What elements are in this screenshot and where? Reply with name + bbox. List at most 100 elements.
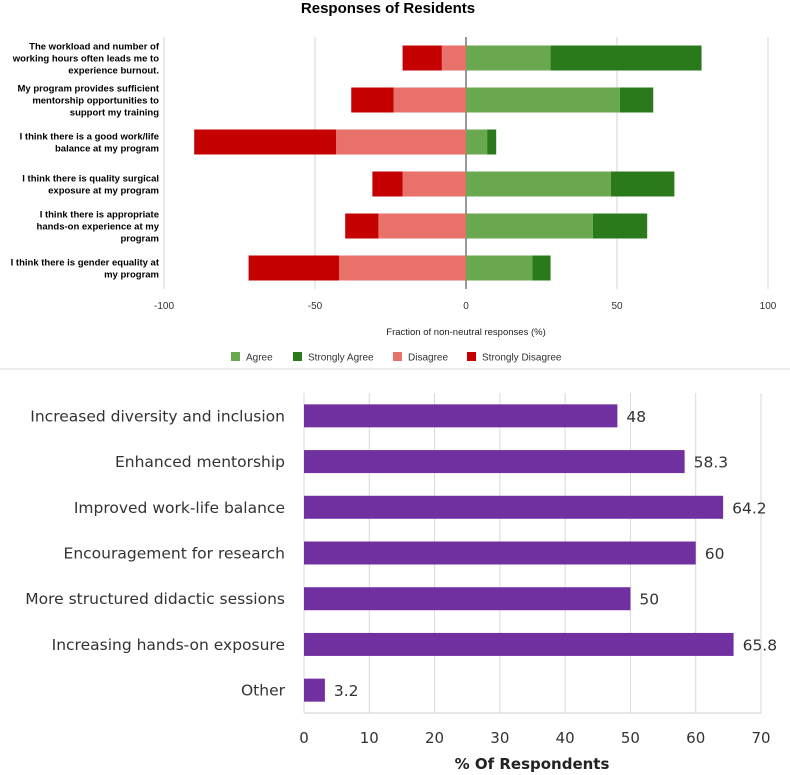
chart2-x-tick-label: 40 (556, 729, 575, 747)
chart1-bar-strongly-disagree (248, 255, 340, 281)
chart2-category-label: More structured didactic sessions (25, 590, 285, 608)
chart1-category-labels: The workload and number of working hours … (11, 42, 160, 281)
chart1-legend-label: Agree (246, 353, 273, 364)
chart1-bar-agree (466, 87, 621, 113)
chart1-x-tick-label: -100 (154, 301, 174, 312)
chart2-x-tick-label: 10 (360, 729, 379, 747)
chart2-category-label: Increasing hands-on exposure (52, 636, 285, 654)
chart1-category-label: My program provides sufficient mentorship… (18, 84, 160, 119)
chart1-x-tick-label: 0 (463, 301, 469, 312)
chart2-bar (304, 495, 724, 519)
chart1-category-label: I think there is gender equality at my pr… (11, 258, 160, 281)
chart1-category-line: my program (104, 270, 159, 281)
chart2-category-label: Encouragement for research (64, 545, 285, 563)
chart1-category-line: exposure at my program (48, 186, 159, 197)
chart1-x-tick-label: 100 (760, 301, 777, 312)
chart2-x-tick-label: 30 (490, 729, 509, 747)
chart2-x-axis-label: % Of Respondents (455, 755, 610, 773)
chart2-category-label: Other (241, 682, 286, 700)
chart2-x-tick-labels: 0 10 20 30 40 50 60 70 (299, 729, 770, 747)
chart1-x-tick-labels: -100 -50 0 50 100 (154, 301, 777, 312)
chart1-category-line: The workload and number of (29, 42, 160, 53)
chart2-value-labels: 48 58.3 64.2 60 50 65.8 3.2 (334, 408, 777, 700)
chart1-category-line: hands-on experience at my (37, 222, 160, 233)
chart2-x-tick-label: 0 (299, 729, 309, 747)
horizontal-bar-chart-improvements: Increased diversity and inclusion Enhance… (25, 393, 777, 773)
chart2-value-label: 60 (705, 545, 725, 563)
chart1-x-tick-label: -50 (308, 301, 323, 312)
chart2-bar (304, 541, 696, 565)
chart1-category-line: mentorship opportunities to (32, 96, 159, 107)
chart1-category-label: I think there is a good work/life balance… (20, 132, 159, 155)
chart1-category-line: I think there is appropriate (40, 210, 159, 221)
chart2-value-label: 64.2 (732, 499, 767, 517)
chart1-bar-strongly-disagree (402, 45, 442, 71)
chart2-value-label: 65.8 (743, 636, 778, 654)
chart2-bar (304, 678, 325, 702)
chart1-category-line: program (120, 234, 159, 245)
chart1-bars (194, 45, 702, 281)
chart1-bar-disagree (378, 213, 466, 239)
chart2-category-label: Increased diversity and inclusion (30, 407, 285, 425)
chart1-bar-strongly-agree (620, 87, 654, 113)
chart2-bar (304, 632, 734, 656)
chart1-legend-label: Strongly Disagree (482, 353, 562, 364)
chart1-bar-agree (466, 213, 593, 239)
chart1-x-axis-label: Fraction of non-neutral responses (%) (386, 327, 545, 338)
chart2-x-tick-label: 50 (621, 729, 640, 747)
chart2-x-tick-label: 20 (425, 729, 444, 747)
chart1-bar-strongly-agree (487, 129, 497, 155)
chart1-category-line: My program provides sufficient (18, 84, 160, 95)
chart1-category-line: support my training (70, 108, 159, 119)
chart1-bar-disagree (393, 87, 466, 113)
diverging-bar-chart-residents: The workload and number of working hours … (11, 0, 777, 364)
chart1-legend-label: Disagree (408, 353, 448, 364)
chart1-gridlines (163, 37, 769, 289)
chart1-bar-agree (466, 129, 488, 155)
chart1-legend: Agree Strongly Agree Disagree Strongly Disa… (231, 352, 562, 364)
chart1-bar-agree (466, 45, 551, 71)
chart1-bar-strongly-disagree (345, 213, 379, 239)
chart1-category-label: I think there is quality surgical exposur… (22, 174, 159, 197)
chart1-bar-disagree (441, 45, 466, 71)
chart1-category-line: I think there is gender equality at (11, 258, 160, 269)
chart2-value-label: 58.3 (694, 454, 729, 472)
chart1-legend-swatch (393, 352, 402, 361)
chart2-value-label: 48 (626, 408, 646, 426)
chart1-category-line: working hours often leads me to (12, 54, 159, 65)
chart1-category-label: I think there is appropriate hands-on exp… (37, 210, 160, 245)
chart1-bar-disagree (339, 255, 466, 281)
chart1-x-tick-label: 50 (611, 301, 623, 312)
chart1-legend-label: Strongly Agree (308, 353, 374, 364)
chart1-bar-strongly-disagree (194, 129, 337, 155)
chart2-bar (304, 404, 618, 428)
chart2-bar (304, 450, 685, 474)
chart1-bar-strongly-agree (550, 45, 702, 71)
chart2-value-label: 3.2 (334, 682, 359, 700)
chart2-category-labels: Increased diversity and inclusion Enhance… (25, 407, 285, 699)
chart1-bar-strongly-disagree (372, 171, 403, 197)
chart1-bar-strongly-disagree (351, 87, 394, 113)
chart1-bar-disagree (402, 171, 466, 197)
chart2-category-label: Improved work-life balance (74, 499, 285, 517)
chart1-category-line: I think there is a good work/life (20, 132, 159, 143)
chart1-category-line: balance at my program (55, 144, 159, 155)
chart1-title: Responses of Residents (301, 0, 475, 17)
chart1-bar-disagree (336, 129, 466, 155)
chart2-bars (304, 404, 734, 702)
chart1-legend-swatch (231, 352, 240, 361)
chart1-legend-swatch (293, 352, 302, 361)
chart1-legend-swatch (467, 352, 476, 361)
chart2-x-tick-label: 60 (686, 729, 705, 747)
chart1-bar-agree (466, 171, 611, 197)
chart2-bar (304, 587, 631, 611)
chart1-category-line: I think there is quality surgical (22, 174, 159, 185)
chart1-bar-strongly-agree (592, 213, 648, 239)
chart1-bar-strongly-agree (610, 171, 675, 197)
chart1-bar-agree (466, 255, 533, 281)
chart2-x-tick-label: 70 (751, 729, 770, 747)
chart2-value-label: 50 (639, 591, 659, 609)
chart2-category-label: Enhanced mentorship (115, 453, 285, 471)
chart1-bar-strongly-agree (532, 255, 551, 281)
